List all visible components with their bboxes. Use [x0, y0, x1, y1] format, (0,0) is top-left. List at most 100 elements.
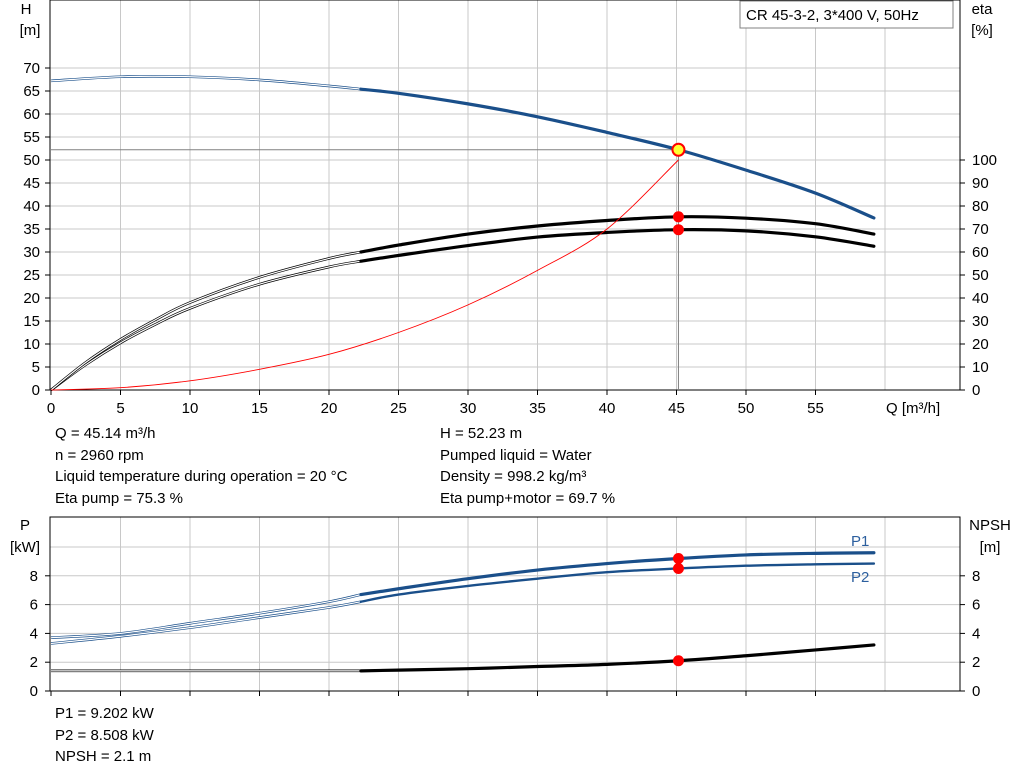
q-tick-label: 10: [182, 400, 199, 417]
q-tick-label: 55: [807, 400, 824, 417]
eta-tick-label: 80: [972, 198, 989, 215]
duty-info-left: Q = 45.14 m³/h n = 2960 rpm Liquid tempe…: [55, 423, 347, 509]
eta-tick-label: 30: [972, 313, 989, 330]
q-tick-label: 50: [738, 400, 755, 417]
q-tick-label: 0: [47, 400, 55, 417]
h-tick-label: 40: [23, 198, 40, 215]
eta-tick-label: 0: [972, 382, 980, 399]
bottom-p1-curve-extrapolated-outline: [50, 593, 362, 640]
p1-marker: [672, 552, 684, 564]
q-tick-label: 30: [460, 400, 477, 417]
eta-tick-label: 10: [972, 359, 989, 376]
h-tick-label: 55: [23, 129, 40, 146]
p-axis-title: P: [20, 517, 30, 534]
eta-pump-marker: [672, 211, 684, 223]
npsh-value: NPSH = 2.1 m: [55, 748, 152, 765]
top-series-1-curve-extrapolated-inner: [50, 260, 362, 391]
q-tick-label: 25: [390, 400, 407, 417]
top-chart-grid: [50, 0, 960, 390]
eta-tick-label: 40: [972, 290, 989, 307]
eta-tick-label: 90: [972, 175, 989, 192]
top-series-2-curve: [359, 215, 876, 254]
bottom-chart-frame: [49, 516, 961, 692]
h-tick-label: 10: [23, 336, 40, 353]
duty-point-marker: [671, 142, 686, 157]
p-tick-label: 8: [30, 568, 38, 585]
npsh-tick-label: 8: [972, 568, 980, 585]
eta-axis-unit: [%]: [971, 22, 993, 39]
h-tick-label: 25: [23, 267, 40, 284]
p-tick-label: 0: [30, 683, 38, 700]
p2-marker: [672, 562, 684, 574]
h-tick-label: 45: [23, 175, 40, 192]
p-tick-label: 4: [30, 625, 38, 642]
p2-curve-label: P2: [851, 569, 869, 586]
h-tick-label: 50: [23, 152, 40, 169]
p1-value: P1 = 9.202 kW: [55, 705, 154, 722]
npsh-axis-unit: [m]: [980, 539, 1001, 556]
bottom-npsh-curve: [359, 643, 876, 673]
bottom-p1-curve-extrapolated-inner: [50, 593, 362, 639]
q-tick-label: 45: [668, 400, 685, 417]
h-tick-label: 20: [23, 290, 40, 307]
bottom-chart-tick-labels: 0 2 4 6 8 0 2 4 6 8: [30, 568, 981, 700]
bottom-chart-markers: [672, 552, 684, 667]
q-tick-label: 5: [116, 400, 124, 417]
bottom-p2-curve: [359, 562, 876, 603]
p-tick-label: 2: [30, 654, 38, 671]
q-axis-title: Q [m³/h]: [886, 400, 940, 417]
flow-value: Q = 45.14 m³/h: [55, 425, 156, 442]
top-series-3-curve: [50, 159, 679, 391]
density-value: Density = 998.2 kg/m³: [440, 468, 587, 485]
speed-value: n = 2960 rpm: [55, 446, 144, 464]
npsh-tick-label: 2: [972, 654, 980, 671]
eta-tick-label: 60: [972, 244, 989, 261]
h-axis-unit: [m]: [20, 22, 41, 39]
npsh-marker: [672, 655, 684, 667]
q-tick-label: 35: [529, 400, 546, 417]
p1-curve-label: P1: [851, 533, 869, 550]
bottom-p2-curve-extrapolated-outline: [50, 600, 362, 645]
p-tick-label: 6: [30, 597, 38, 614]
q-tick-label: 40: [599, 400, 616, 417]
top-series-1-curve-extrapolated-outline: [50, 259, 362, 392]
h-tick-label: 5: [32, 359, 40, 376]
p-axis-unit: [kW]: [10, 539, 40, 556]
top-h-curve: [359, 87, 876, 220]
h-tick-label: 70: [23, 60, 40, 77]
h-tick-label: 60: [23, 106, 40, 123]
bottom-p1-curve: [359, 551, 876, 597]
npsh-tick-label: 6: [972, 597, 980, 614]
head-value: H = 52.23 m: [440, 425, 523, 442]
legend-box: [739, 0, 954, 29]
top-series-2-curve-extrapolated-inner: [50, 251, 362, 391]
h-tick-label: 35: [23, 221, 40, 238]
pumped-liquid: Pumped liquid = Water: [440, 446, 592, 464]
power-info: P1 = 9.202 kW P2 = 8.508 kW NPSH = 2.1 m: [55, 703, 154, 768]
q-tick-label: 20: [321, 400, 338, 417]
bottom-p2-curve-extrapolated-inner: [50, 601, 362, 645]
bottom-chart-grid: [50, 517, 960, 691]
h-tick-label: 15: [23, 313, 40, 330]
liquid-temperature: Liquid temperature during operation = 20…: [55, 468, 348, 485]
h-axis-title: H: [21, 1, 32, 18]
top-chart-markers: [671, 142, 686, 236]
top-chart-tick-labels: 0 5 10 15 20 25 30 35 40 45 50 55 0 5 10 15 20 25 30 35 40 45…: [23, 60, 997, 417]
eta-pump-motor-marker: [672, 224, 684, 236]
h-tick-label: 30: [23, 244, 40, 261]
eta-tick-label: 100: [972, 152, 997, 169]
eta-tick-label: 70: [972, 221, 989, 238]
duty-info-right: H = 52.23 m Pumped liquid = Water Densit…: [440, 423, 615, 509]
npsh-tick-label: 4: [972, 625, 980, 642]
eta-pump-motor-value: Eta pump+motor = 69.7 %: [440, 489, 616, 507]
eta-tick-label: 20: [972, 336, 989, 353]
npsh-axis-title: NPSH: [969, 517, 1011, 534]
top-series-1-curve: [359, 227, 876, 263]
top-h-curve-extrapolated-inner: [50, 75, 362, 90]
eta-tick-label: 50: [972, 267, 989, 284]
q-tick-label: 15: [251, 400, 268, 417]
top-chart-curves: [50, 74, 876, 392]
p2-value: P2 = 8.508 kW: [55, 726, 154, 744]
eta-axis-title: eta: [972, 1, 994, 18]
